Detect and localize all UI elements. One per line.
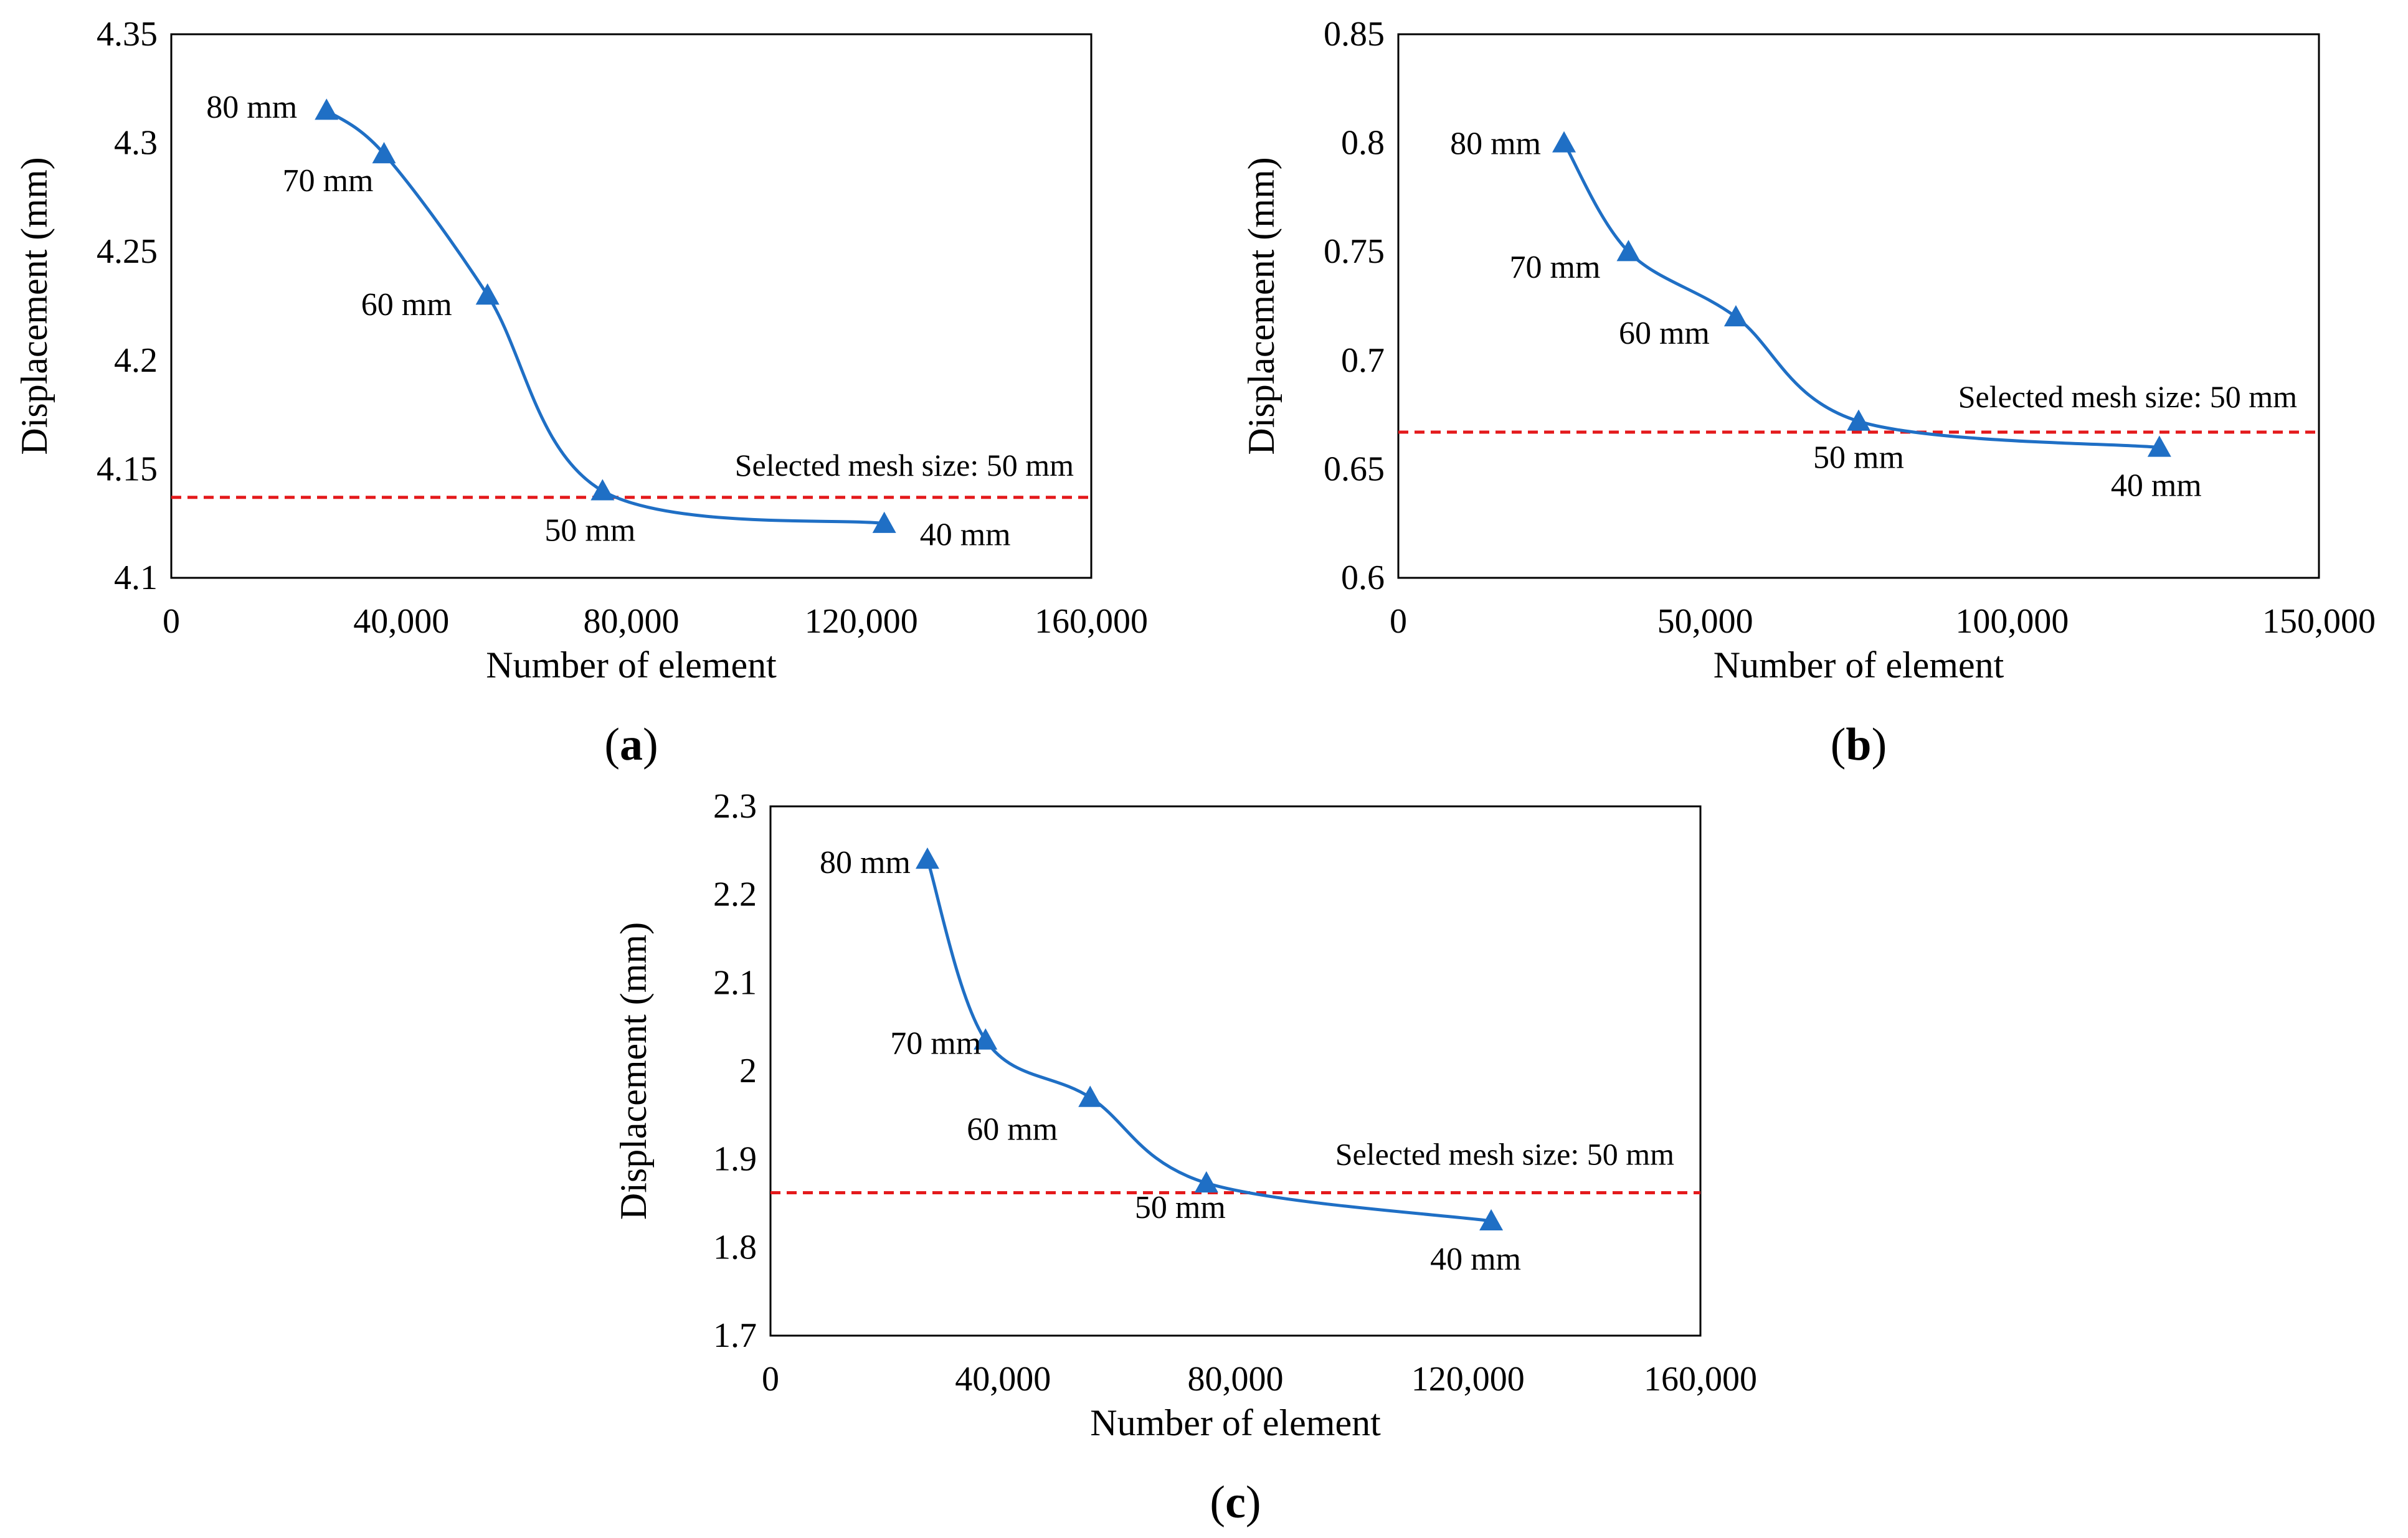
data-point-marker xyxy=(974,1028,998,1050)
data-point-marker xyxy=(1723,304,1748,327)
data-point-label: 80 mm xyxy=(820,845,911,880)
x-tick-label: 0 xyxy=(163,602,180,641)
data-point-label: 70 mm xyxy=(890,1026,981,1061)
data-point-marker xyxy=(475,283,500,305)
chart-panel-c: 1.7 1.8 1.9 2 2.1 2.2 2.3 0 40,000 80,000 120,000 1… xyxy=(613,787,1757,1528)
y-tick-label: 0.6 xyxy=(1341,559,1385,597)
data-point-marker xyxy=(915,847,939,869)
data-point-label: 50 mm xyxy=(1135,1190,1226,1225)
y-tick-label: 1.8 xyxy=(713,1228,757,1267)
data-point-label: 60 mm xyxy=(361,287,452,323)
data-point-label: 60 mm xyxy=(967,1112,1058,1148)
data-point-marker xyxy=(1078,1085,1102,1107)
reference-line-label: Selected mesh size: 50 mm xyxy=(1335,1137,1674,1172)
x-axis-title: Number of element xyxy=(1090,1402,1381,1443)
x-tick-label: 50,000 xyxy=(1657,602,1753,641)
y-tick-label: 2.1 xyxy=(713,963,757,1002)
panel-label: (a) xyxy=(604,719,658,770)
data-point-label: 40 mm xyxy=(920,517,1011,553)
data-point-marker xyxy=(1616,240,1641,262)
data-point-marker xyxy=(315,98,339,120)
y-tick-label: 4.25 xyxy=(97,232,158,271)
y-tick-label: 4.2 xyxy=(114,341,158,380)
x-tick-label: 80,000 xyxy=(1188,1360,1284,1399)
chart-panel-b: 0.6 0.65 0.7 0.75 0.8 0.85 0 50,000 100,000 150,0… xyxy=(1241,15,2376,770)
x-axis-title: Number of element xyxy=(1714,644,2004,686)
y-tick-label: 0.7 xyxy=(1341,341,1385,380)
y-tick-label: 0.75 xyxy=(1324,232,1385,271)
chart-panel-a: 4.1 4.15 4.2 4.25 4.3 4.35 0 40,000 80,000 120,00… xyxy=(14,15,1148,770)
x-tick-label: 80,000 xyxy=(584,602,680,641)
data-point-marker xyxy=(372,142,396,164)
x-tick-label: 100,000 xyxy=(1955,602,2069,641)
panel-letter: b xyxy=(1846,719,1871,770)
panel-letter: a xyxy=(620,719,643,770)
y-tick-label: 4.3 xyxy=(114,124,158,163)
plot-frame xyxy=(769,805,1702,1337)
data-point-label: 70 mm xyxy=(1510,250,1601,285)
x-tick-label: 160,000 xyxy=(1035,602,1148,641)
data-point-marker xyxy=(2147,435,2171,457)
data-point-marker xyxy=(1194,1171,1218,1193)
x-tick-label: 120,000 xyxy=(805,602,918,641)
y-tick-label: 4.1 xyxy=(114,559,158,597)
data-point-marker xyxy=(1552,131,1576,153)
y-axis-title: Displacement (mm) xyxy=(1241,157,1282,455)
y-tick-label: 1.7 xyxy=(713,1316,757,1355)
data-point-marker xyxy=(1479,1209,1504,1231)
data-point-label: 40 mm xyxy=(2111,468,2202,503)
x-tick-label: 160,000 xyxy=(1644,1360,1757,1399)
y-tick-label: 0.8 xyxy=(1341,124,1385,163)
x-tick-label: 0 xyxy=(1390,602,1407,641)
y-tick-label: 4.15 xyxy=(97,450,158,488)
data-point-label: 60 mm xyxy=(1619,316,1710,351)
y-axis-title: Displacement (mm) xyxy=(613,922,654,1220)
data-point-marker xyxy=(1847,409,1870,431)
y-tick-label: 2.3 xyxy=(713,787,757,826)
y-tick-label: 2.2 xyxy=(713,875,757,914)
data-point-label: 80 mm xyxy=(206,90,297,125)
y-axis-title: Displacement (mm) xyxy=(14,157,55,455)
data-point-label: 50 mm xyxy=(544,512,635,548)
x-axis-title: Number of element xyxy=(486,644,777,686)
data-point-label: 70 mm xyxy=(283,163,374,199)
series-line xyxy=(1562,142,2160,449)
panel-label: (b) xyxy=(1831,719,1887,770)
x-tick-label: 120,000 xyxy=(1411,1360,1525,1399)
y-tick-label: 4.35 xyxy=(97,15,158,54)
y-tick-label: 0.85 xyxy=(1324,15,1385,54)
plot-frame xyxy=(170,33,1093,579)
data-point-label: 80 mm xyxy=(1450,126,1541,162)
panel-letter: c xyxy=(1225,1477,1246,1528)
x-tick-label: 0 xyxy=(762,1360,779,1399)
x-tick-label: 40,000 xyxy=(955,1360,1051,1399)
y-tick-label: 1.9 xyxy=(713,1140,757,1179)
panel-label: (c) xyxy=(1210,1477,1261,1528)
data-point-marker xyxy=(872,511,896,533)
y-tick-label: 2 xyxy=(739,1052,757,1090)
plot-frame xyxy=(1397,33,2320,579)
reference-line-label: Selected mesh size: 50 mm xyxy=(1958,379,2297,414)
reference-line-label: Selected mesh size: 50 mm xyxy=(735,448,1074,483)
y-tick-label: 0.65 xyxy=(1324,450,1385,488)
x-tick-label: 40,000 xyxy=(353,602,449,641)
data-point-label: 40 mm xyxy=(1430,1242,1521,1277)
x-tick-label: 150,000 xyxy=(2262,602,2376,641)
data-point-marker xyxy=(590,479,615,501)
data-point-label: 50 mm xyxy=(1813,440,1904,476)
